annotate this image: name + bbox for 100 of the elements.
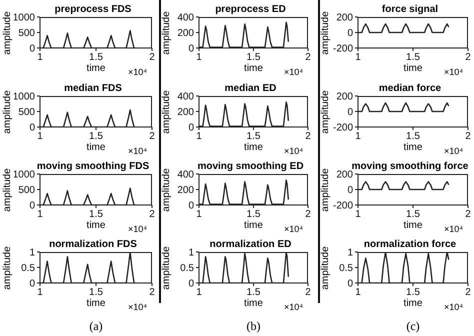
text: ×10⁴ — [284, 224, 304, 234]
chart-title: median force — [378, 83, 442, 94]
y-axis-title: amplitude — [2, 244, 14, 292]
x-tick-label: 1.5 — [406, 52, 420, 64]
text: (b) — [246, 319, 262, 334]
y-tick-label: 500 — [18, 185, 36, 196]
y-tick-label: 500 — [18, 28, 36, 40]
text: ×10⁴ — [128, 302, 148, 312]
text: ×10⁴ — [444, 302, 464, 312]
x-axis-title: time — [404, 298, 422, 309]
chart-title: preprocess ED — [215, 4, 286, 15]
x-tick-label: 1 — [355, 131, 362, 142]
x-axis-title: time — [86, 220, 106, 231]
chart-title: moving smoothing force — [352, 161, 470, 172]
y-axis-title: amplitude — [161, 10, 173, 56]
chart-title: moving smoothing ED — [197, 161, 304, 172]
text: ×10⁴ — [128, 146, 148, 156]
x-axis-title: time — [244, 298, 263, 309]
x-axis-title: time — [86, 298, 106, 309]
text: ×10⁴ — [128, 224, 148, 234]
chart-title: normalization force — [364, 239, 456, 250]
y-tick-label: 200 — [177, 28, 194, 40]
y-tick-label: 0 — [347, 185, 354, 196]
y-axis-title: amplitude — [320, 166, 332, 214]
x-tick-label: 1 — [196, 131, 202, 142]
y-axis-title: amplitude — [320, 10, 332, 56]
x-tick-label: 1 — [196, 52, 202, 64]
x-tick-label: 2 — [465, 131, 472, 142]
x-tick-label: 1 — [355, 287, 362, 298]
y-tick-label: 0.5 — [180, 263, 194, 274]
x-tick-label: 1.5 — [406, 287, 420, 298]
x-tick-label: 1.5 — [89, 209, 104, 220]
y-tick-label: 500 — [18, 107, 36, 118]
x-axis-title: time — [86, 142, 106, 153]
text: ×10⁴ — [444, 67, 464, 77]
y-axis-title: amplitude — [320, 88, 332, 136]
chart-title: normalization ED — [210, 239, 292, 250]
text: ×10⁴ — [284, 67, 304, 77]
y-tick-label: -200 — [332, 122, 354, 134]
y-tick-label: 200 — [336, 12, 354, 24]
x-tick-label: 2 — [149, 52, 156, 64]
y-tick-label: 0 — [188, 200, 194, 212]
x-axis-title: time — [404, 142, 422, 153]
y-tick-label: 200 — [177, 107, 194, 118]
x-axis-title: time — [244, 63, 263, 74]
y-tick-label: 0 — [347, 278, 354, 290]
x-axis-title: time — [244, 220, 263, 231]
text: ×10⁴ — [444, 146, 464, 156]
x-tick-label: 1.5 — [246, 131, 261, 142]
x-tick-label: 1 — [37, 52, 44, 64]
chart-title: moving smoothing FDS — [36, 161, 150, 172]
y-tick-label: 0.5 — [21, 263, 36, 274]
chart-title: force signal — [382, 4, 438, 15]
y-tick-label: 400 — [177, 92, 194, 103]
x-tick-label: 2 — [149, 287, 156, 298]
x-tick-label: 1.5 — [406, 209, 420, 220]
x-tick-label: 1.5 — [89, 287, 104, 298]
y-tick-label: 1 — [188, 248, 194, 259]
x-tick-label: 1.5 — [89, 131, 104, 142]
x-tick-label: 1.5 — [246, 287, 261, 298]
y-axis-title: amplitude — [2, 166, 14, 214]
x-axis-title: time — [86, 63, 106, 74]
y-tick-label: 1 — [347, 248, 354, 259]
y-tick-label: 0 — [29, 44, 36, 55]
y-axis-title: amplitude — [161, 244, 173, 292]
y-tick-label: 200 — [336, 170, 354, 181]
y-tick-label: 1 — [29, 248, 36, 259]
y-tick-label: 0 — [188, 122, 194, 134]
x-tick-label: 1 — [196, 287, 202, 298]
y-tick-label: -200 — [332, 44, 354, 55]
y-axis-title: amplitude — [2, 88, 14, 136]
y-tick-label: 400 — [177, 12, 194, 24]
x-axis-title: time — [244, 142, 263, 153]
x-tick-label: 1 — [37, 287, 44, 298]
x-tick-label: 1 — [37, 131, 44, 142]
x-tick-label: 2 — [305, 209, 312, 220]
chart-title: preprocess FDS — [54, 4, 132, 15]
x-tick-label: 2 — [305, 52, 312, 64]
y-tick-label: 0 — [347, 28, 354, 40]
x-tick-label: 1.5 — [246, 52, 261, 64]
y-axis-title: amplitude — [320, 244, 332, 292]
chart-title: median ED — [224, 83, 276, 94]
y-axis-title: amplitude — [161, 88, 173, 136]
y-tick-label: 0 — [29, 200, 36, 212]
chart-title: normalization FDS — [49, 239, 137, 250]
x-tick-label: 2 — [305, 287, 312, 298]
x-axis-title: time — [404, 63, 422, 74]
y-tick-label: 400 — [177, 170, 194, 181]
text: ×10⁴ — [284, 146, 304, 156]
chart-title: median FDS — [64, 83, 122, 94]
y-tick-label: 0 — [29, 122, 36, 134]
y-tick-label: 0 — [188, 44, 194, 55]
y-tick-label: -200 — [332, 200, 354, 212]
x-tick-label: 1 — [37, 209, 44, 220]
y-tick-label: 200 — [336, 92, 354, 103]
x-tick-label: 1 — [355, 52, 362, 64]
y-tick-label: 0 — [188, 278, 194, 290]
x-tick-label: 2 — [465, 52, 472, 64]
x-tick-label: 1 — [196, 209, 202, 220]
y-axis-title: amplitude — [161, 166, 173, 214]
